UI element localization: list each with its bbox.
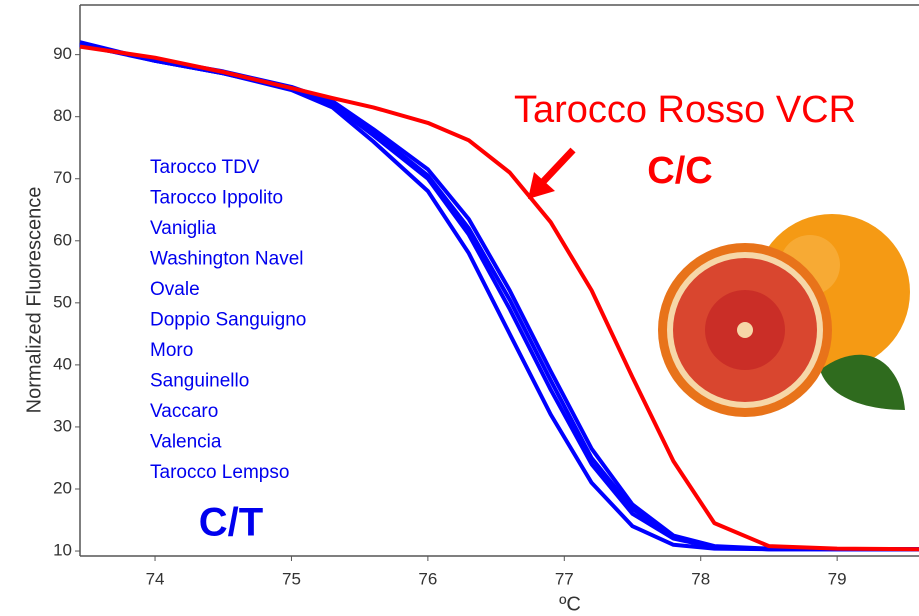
plot-area: 10 20 30 40 50 60 70 80 90 74 75 76 77 78 79 [53, 4, 919, 588]
y-tick-label: 60 [53, 230, 72, 249]
cultivar-label: Moro [150, 340, 193, 361]
y-tick-label: 30 [53, 416, 72, 435]
melt-curve [79, 44, 919, 552]
y-axis-label: Normalized Fluorescence [23, 187, 45, 414]
orange-illustration [658, 214, 910, 417]
cultivar-label: Tarocco TDV [150, 157, 260, 178]
x-axis-label: ºC [559, 593, 581, 615]
y-tick-label: 10 [53, 541, 72, 560]
cultivar-label: Vaniglia [150, 218, 217, 239]
leaf [820, 354, 905, 410]
y-tick-label: 80 [53, 106, 72, 125]
x-tick-label: 74 [146, 569, 165, 588]
y-tick-label: 70 [53, 168, 72, 187]
cultivar-label: Sanguinello [150, 371, 249, 392]
x-tick-label: 76 [418, 569, 437, 588]
genotype-label: C/T [199, 501, 263, 545]
cultivar-label: Ovale [150, 279, 200, 300]
cultivar-label: Tarocco Lempso [150, 462, 289, 483]
y-tick-label: 20 [53, 478, 72, 497]
arrow-head [528, 172, 555, 199]
cultivar-label: Tarocco Ippolito [150, 188, 283, 209]
cultivar-label: Tarocco Rosso VCR [514, 89, 856, 131]
genotype-label: C/C [647, 150, 712, 192]
cultivar-label: Washington Navel [150, 249, 303, 270]
x-tick-label: 78 [691, 569, 710, 588]
arrow-shaft [537, 147, 576, 188]
x-tick-label: 77 [555, 569, 574, 588]
cultivar-label: Vaccaro [150, 401, 218, 422]
x-tick-label: 79 [828, 569, 847, 588]
x-tick-label: 75 [282, 569, 301, 588]
y-tick-label: 40 [53, 354, 72, 373]
y-tick-label: 50 [53, 292, 72, 311]
y-tick-label: 90 [53, 44, 72, 63]
core [737, 322, 753, 338]
cultivar-label: Doppio Sanguigno [150, 310, 306, 331]
annotations: Tarocco TDV Tarocco Ippolito Vaniglia Washi… [150, 89, 856, 545]
cultivar-label: Valencia [150, 432, 222, 453]
